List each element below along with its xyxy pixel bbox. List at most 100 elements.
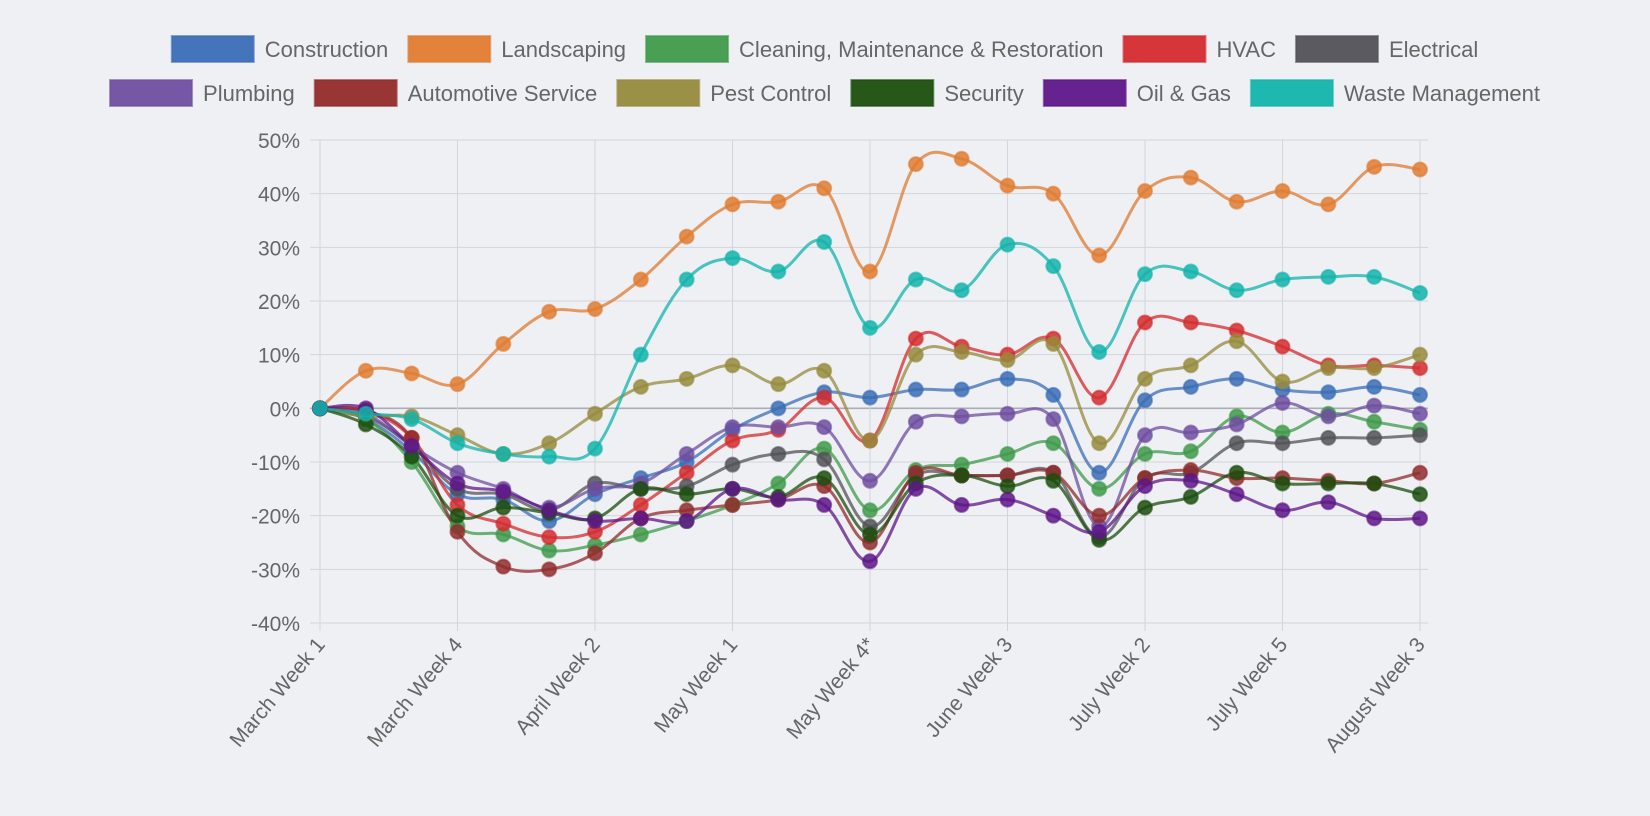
data-point-construction — [953, 381, 970, 398]
data-point-oil-gas — [1045, 507, 1062, 524]
data-point-security — [1274, 475, 1291, 492]
legend-swatch — [313, 79, 398, 107]
legend-item-oil-gas[interactable]: Oil & Gas — [1042, 79, 1231, 107]
data-point-waste-management — [1320, 268, 1337, 285]
data-point-pest-control — [1137, 370, 1153, 387]
legend-item-cleaning-maintenance-restoration[interactable]: Cleaning, Maintenance & Restoration — [645, 35, 1104, 63]
data-point-oil-gas — [770, 491, 787, 508]
data-point-hvac — [1274, 338, 1291, 355]
data-point-automotive-service — [1091, 507, 1108, 524]
legend-swatch — [850, 79, 935, 107]
data-point-cleaning-maintenance-restoration — [1182, 443, 1199, 460]
data-point-cleaning-maintenance-restoration — [770, 475, 787, 492]
data-point-oil-gas — [953, 496, 970, 513]
data-point-landscaping — [587, 301, 603, 318]
data-point-security — [1137, 499, 1153, 516]
data-point-landscaping — [632, 271, 649, 288]
data-point-landscaping — [1091, 247, 1108, 264]
data-point-construction — [1412, 386, 1428, 403]
data-point-pest-control — [1274, 373, 1291, 390]
y-tick-label: 40% — [258, 184, 300, 207]
data-point-waste-management — [1137, 266, 1153, 283]
legend-swatch — [407, 35, 492, 63]
data-point-security — [953, 467, 970, 484]
data-point-waste-management — [770, 263, 787, 280]
legend-item-waste-management[interactable]: Waste Management — [1249, 79, 1540, 107]
data-point-landscaping — [1320, 196, 1337, 213]
legend-item-landscaping[interactable]: Landscaping — [407, 35, 626, 63]
x-tick-label: March Week 4 — [363, 633, 468, 751]
legend-label: Cleaning, Maintenance & Restoration — [739, 37, 1103, 62]
legend-item-construction[interactable]: Construction — [170, 35, 389, 63]
data-point-waste-management — [1412, 284, 1428, 301]
data-point-landscaping — [403, 365, 420, 382]
data-point-oil-gas — [1320, 494, 1337, 511]
x-tick-label: May Week 1 — [650, 633, 742, 737]
data-point-landscaping — [541, 303, 558, 320]
data-point-construction — [907, 381, 924, 398]
data-point-landscaping — [1182, 169, 1199, 186]
data-point-pest-control — [1045, 335, 1062, 352]
data-point-plumbing — [1320, 408, 1337, 425]
legend-item-automotive-service[interactable]: Automotive Service — [313, 79, 598, 107]
data-point-oil-gas — [907, 480, 924, 497]
data-point-oil-gas — [678, 513, 695, 530]
data-point-plumbing — [1182, 424, 1199, 441]
legend-label: Pest Control — [710, 81, 831, 106]
data-point-landscaping — [449, 376, 466, 393]
legend-item-hvac[interactable]: HVAC — [1122, 35, 1276, 63]
legend-item-security[interactable]: Security — [850, 79, 1024, 107]
data-point-oil-gas — [1091, 523, 1108, 540]
y-tick-label: -20% — [251, 506, 300, 529]
chart-legend: Construction Landscaping Cleaning, Mainten… — [109, 35, 1540, 107]
data-point-oil-gas — [1137, 478, 1153, 495]
data-point-electrical — [1320, 429, 1337, 446]
data-point-waste-management — [495, 445, 512, 462]
data-point-plumbing — [862, 472, 878, 489]
data-point-waste-management — [999, 236, 1016, 253]
data-point-pest-control — [1412, 346, 1428, 363]
data-point-plumbing — [1274, 394, 1291, 411]
data-point-cleaning-maintenance-restoration — [862, 502, 878, 519]
data-point-pest-control — [1228, 333, 1245, 350]
data-point-oil-gas — [1412, 510, 1428, 527]
data-point-hvac — [1412, 360, 1428, 377]
data-point-pest-control — [678, 370, 695, 387]
legend-swatch — [170, 35, 255, 63]
legend-label: Plumbing — [203, 81, 295, 106]
data-point-plumbing — [678, 445, 695, 462]
data-point-waste-management — [1228, 282, 1245, 299]
y-tick-label: -10% — [251, 452, 300, 475]
data-point-pest-control — [999, 352, 1016, 369]
data-point-cleaning-maintenance-restoration — [1045, 435, 1062, 452]
data-point-landscaping — [999, 177, 1016, 194]
data-point-construction — [1045, 386, 1062, 403]
y-tick-label: 50% — [258, 130, 300, 153]
data-point-plumbing — [1137, 427, 1153, 444]
data-point-hvac — [907, 330, 924, 347]
data-point-waste-management — [724, 250, 741, 267]
data-point-automotive-service — [587, 545, 603, 562]
legend-swatch — [645, 35, 730, 63]
legend-item-electrical[interactable]: Electrical — [1294, 35, 1478, 63]
data-point-waste-management — [816, 233, 833, 250]
data-point-pest-control — [770, 376, 787, 393]
legend-label: Electrical — [1389, 37, 1478, 62]
data-point-landscaping — [907, 156, 924, 173]
x-tick-label: March Week 1 — [225, 633, 329, 751]
data-point-security — [1045, 472, 1062, 489]
data-point-waste-management — [632, 346, 649, 363]
legend-label: Automotive Service — [408, 81, 598, 106]
data-point-plumbing — [724, 419, 741, 436]
data-point-landscaping — [495, 335, 512, 352]
data-point-landscaping — [357, 362, 374, 379]
data-point-cleaning-maintenance-restoration — [999, 445, 1016, 462]
data-point-waste-management — [312, 400, 328, 417]
data-point-security — [1366, 475, 1383, 492]
data-point-oil-gas — [403, 437, 420, 454]
legend-item-plumbing[interactable]: Plumbing — [109, 79, 295, 107]
data-point-hvac — [541, 529, 558, 546]
legend-item-pest-control[interactable]: Pest Control — [616, 79, 831, 107]
data-point-security — [1228, 464, 1245, 481]
data-point-landscaping — [862, 263, 878, 280]
